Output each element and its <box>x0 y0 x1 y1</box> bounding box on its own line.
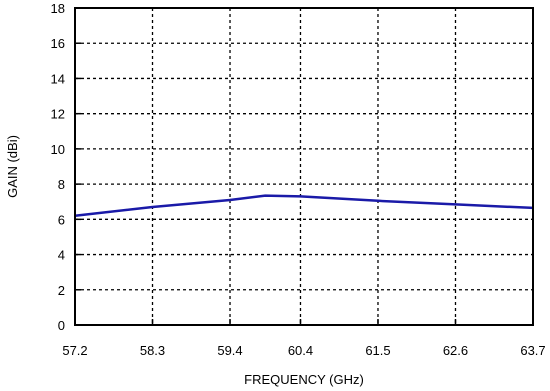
plot-frame <box>74 7 534 326</box>
x-tick-label: 63.7 <box>520 343 545 358</box>
y-tick-label: 18 <box>51 1 65 16</box>
x-tick-label: 61.5 <box>365 343 390 358</box>
y-tick-label: 10 <box>51 142 65 157</box>
x-tick-label: 57.2 <box>62 343 87 358</box>
ticks <box>74 7 534 326</box>
x-tick-labels: 57.2 58.3 59.4 60.4 61.5 62.6 63.7 <box>62 343 545 358</box>
series-layer <box>74 194 534 218</box>
y-tick-labels: 0 2 4 6 8 10 12 14 16 18 <box>51 1 65 333</box>
y-tick-label: 8 <box>58 177 65 192</box>
x-tick-label: 60.4 <box>288 343 313 358</box>
y-tick-label: 2 <box>58 283 65 298</box>
x-tick-label: 62.6 <box>443 343 468 358</box>
y-tick-label: 14 <box>51 71 65 86</box>
y-tick-label: 4 <box>58 248 65 263</box>
grid <box>75 8 533 325</box>
x-tick-label: 59.4 <box>217 343 242 358</box>
x-tick-label: 58.3 <box>140 343 165 358</box>
y-tick-label: 16 <box>51 36 65 51</box>
y-axis-label: GAIN (dBi) <box>5 135 20 198</box>
y-tick-label: 12 <box>51 107 65 122</box>
gain-series-line <box>74 194 534 218</box>
x-axis-label: FREQUENCY (GHz) <box>244 372 364 387</box>
y-tick-label: 6 <box>58 212 65 227</box>
y-tick-label: 0 <box>58 318 65 333</box>
